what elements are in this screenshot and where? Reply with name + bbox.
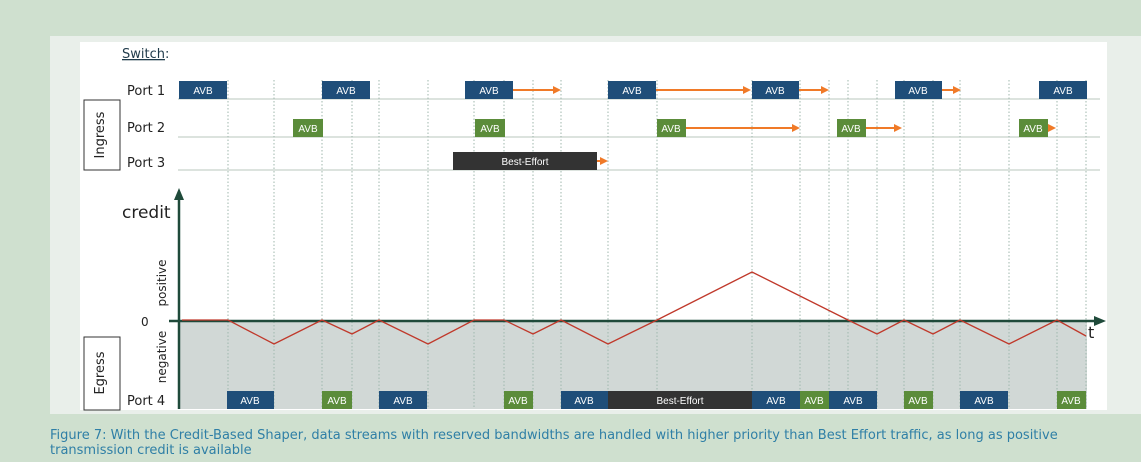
port4-frame-5-label: AVB xyxy=(574,396,594,407)
port2-frame-2-label: AVB xyxy=(480,124,500,135)
positive-label: positive xyxy=(155,259,169,306)
credit-label: credit xyxy=(122,203,171,223)
port4-frame-7-label: AVB xyxy=(766,396,786,407)
port1-frame-7 xyxy=(1039,81,1087,99)
port3-frame-1-label: Best-Effort xyxy=(501,157,548,168)
port4-frame-7 xyxy=(752,391,800,409)
port4-frame-11-label: AVB xyxy=(974,396,994,407)
port4-frame-8 xyxy=(800,391,829,409)
ingress-box xyxy=(83,99,121,171)
port4-frame-3-label: AVB xyxy=(393,396,413,407)
negative-label: negative xyxy=(155,331,169,383)
port4-frame-6-label: Best-Effort xyxy=(656,396,703,407)
port-1-frames: AVB AVB AVB AVB AVB AVB AVB xyxy=(179,81,1087,99)
port4-frame-4 xyxy=(504,391,533,409)
port1-frame-2-label: AVB xyxy=(336,86,356,97)
port1-frame-2 xyxy=(322,81,370,99)
port1-frame-4-label: AVB xyxy=(622,86,642,97)
time-axis-arrow xyxy=(1094,316,1106,326)
port4-frame-9-label: AVB xyxy=(843,396,863,407)
egress-box xyxy=(83,336,121,411)
port4-frame-5 xyxy=(561,391,608,409)
time-label: t xyxy=(1088,323,1094,342)
port2-frame-5-label: AVB xyxy=(1023,124,1043,135)
port4-frame-1-label: AVB xyxy=(240,396,260,407)
port4-frame-3 xyxy=(379,391,427,409)
port4-frame-9 xyxy=(829,391,877,409)
credit-curve xyxy=(182,271,1087,345)
port4-frame-8-label: AVB xyxy=(804,396,824,407)
port-1-label: Port 1 xyxy=(127,84,165,99)
zero-label: 0 xyxy=(141,315,149,329)
port2-frame-3-label: AVB xyxy=(661,124,681,135)
port2-frame-1 xyxy=(293,119,323,137)
port4-frame-12 xyxy=(1057,391,1086,409)
port1-frame-5-label: AVB xyxy=(765,86,785,97)
port1-frame-4 xyxy=(608,81,656,99)
port1-frame-6 xyxy=(895,81,942,99)
port-2-label: Port 2 xyxy=(127,121,165,136)
port1-frame-6-label: AVB xyxy=(908,86,928,97)
time-markers xyxy=(227,80,1087,409)
port3-frame-1 xyxy=(453,152,597,170)
port1-frame-1 xyxy=(179,81,227,99)
port4-frame-4-label: AVB xyxy=(508,396,528,407)
port-2-frames: AVB AVB AVB AVB AVB xyxy=(293,119,1048,137)
port-4-label: Port 4 xyxy=(127,394,165,409)
port4-frame-12-label: AVB xyxy=(1061,396,1081,407)
credit-axis-arrow xyxy=(174,188,184,200)
egress-label: Egress xyxy=(93,351,108,394)
port-3-label: Port 3 xyxy=(127,156,165,171)
port4-frame-10 xyxy=(904,391,933,409)
port-4-frames: AVB AVB AVB AVB AVB Best-Effort AVB AVB … xyxy=(227,391,1086,409)
port1-frame-5 xyxy=(752,81,799,99)
figure-caption: Figure 7: With the Credit-Based Shaper, … xyxy=(50,428,1058,458)
port1-frame-7-label: AVB xyxy=(1053,86,1073,97)
port2-frame-4 xyxy=(837,119,866,137)
port4-frame-11 xyxy=(960,391,1008,409)
port1-frame-3 xyxy=(465,81,513,99)
port2-frame-5 xyxy=(1019,119,1048,137)
port1-frame-3-label: AVB xyxy=(479,86,499,97)
port2-frame-2 xyxy=(475,119,505,137)
port2-frame-3 xyxy=(657,119,686,137)
port4-frame-10-label: AVB xyxy=(908,396,928,407)
port4-frame-6 xyxy=(608,391,752,409)
port4-frame-1 xyxy=(227,391,274,409)
wait-arrows xyxy=(513,86,1056,165)
switch-header: Switch: xyxy=(122,47,169,62)
ingress-label: Ingress xyxy=(93,111,108,158)
port-3-frames: Best-Effort xyxy=(453,152,597,170)
port4-frame-2 xyxy=(322,391,352,409)
port2-frame-4-label: AVB xyxy=(841,124,861,135)
port4-frame-2-label: AVB xyxy=(327,396,347,407)
port2-frame-1-label: AVB xyxy=(298,124,318,135)
port1-frame-1-label: AVB xyxy=(193,86,213,97)
